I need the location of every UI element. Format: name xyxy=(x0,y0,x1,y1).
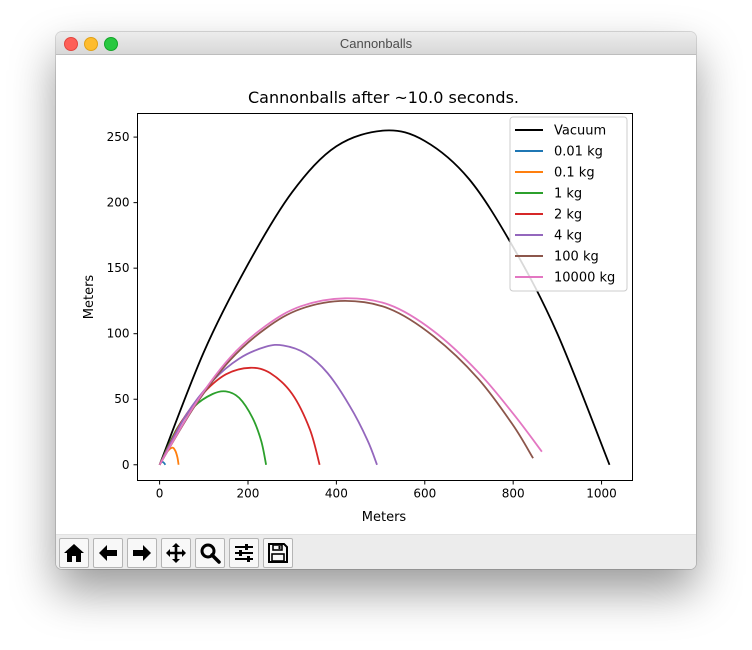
minimize-window-button[interactable] xyxy=(84,37,98,51)
cannonball-chart: Cannonballs after ~10.0 seconds. 0 200 400… xyxy=(82,88,633,525)
arrow-right-icon xyxy=(133,545,151,561)
x-tick-label: 800 xyxy=(502,487,525,501)
legend-label: 1 kg xyxy=(554,187,582,202)
magnifier-icon xyxy=(200,543,221,564)
y-tick-label: 200 xyxy=(107,196,130,210)
series-line-10000-kg xyxy=(158,297,543,466)
floppy-disk-icon xyxy=(268,543,288,563)
axis-ticks: 0 200 400 600 800 1000 0 50 100 150 200 250 xyxy=(107,130,617,500)
chart-title: Cannonballs after ~10.0 seconds. xyxy=(248,88,519,107)
title-bar[interactable]: Cannonballs xyxy=(56,32,696,55)
series-line-2-kg xyxy=(158,366,321,466)
back-button[interactable] xyxy=(93,538,123,568)
y-tick-label: 50 xyxy=(114,392,129,406)
legend-label: Vacuum xyxy=(554,124,606,139)
zoom-button[interactable] xyxy=(195,538,225,568)
navigation-toolbar xyxy=(56,534,696,569)
x-tick-label: 1000 xyxy=(586,487,617,501)
legend-label: 100 kg xyxy=(554,250,599,265)
configure-subplots-button[interactable] xyxy=(229,538,259,568)
y-tick-label: 250 xyxy=(107,130,130,144)
plot-area-frame xyxy=(137,113,633,481)
x-tick-label: 600 xyxy=(413,487,436,501)
chart-legend: Vacuum 0.01 kg 0.1 kg 1 kg 2 kg 4 kg 100 kg 100… xyxy=(509,116,628,292)
x-tick-label: 200 xyxy=(237,487,260,501)
app-window: Cannonballs Cannonballs after ~10.0 seco… xyxy=(56,32,696,569)
close-window-button[interactable] xyxy=(64,37,78,51)
series-line-4-kg xyxy=(158,343,378,466)
figure-canvas[interactable]: Cannonballs after ~10.0 seconds. 0 200 400… xyxy=(56,55,696,534)
y-axis-label: Meters xyxy=(82,275,97,320)
save-button[interactable] xyxy=(263,538,293,568)
legend-label: 4 kg xyxy=(554,229,582,244)
pan-button[interactable] xyxy=(161,538,191,568)
legend-label: 0.01 kg xyxy=(554,145,603,160)
y-tick-label: 150 xyxy=(107,261,130,275)
legend-label: 0.1 kg xyxy=(554,166,595,181)
y-tick-label: 0 xyxy=(122,458,130,472)
legend-label: 10000 kg xyxy=(554,271,615,286)
sliders-icon xyxy=(235,544,253,562)
y-tick-label: 100 xyxy=(107,327,130,341)
forward-button[interactable] xyxy=(127,538,157,568)
home-icon xyxy=(64,544,84,562)
series-line-100-kg xyxy=(158,300,534,466)
legend-label: 2 kg xyxy=(554,208,582,223)
x-axis-label: Meters xyxy=(362,510,407,525)
maximize-window-button[interactable] xyxy=(104,37,118,51)
home-button[interactable] xyxy=(59,538,89,568)
legend-box xyxy=(509,116,628,292)
x-tick-label: 0 xyxy=(156,487,164,501)
arrow-left-icon xyxy=(99,545,117,561)
window-title: Cannonballs xyxy=(339,36,413,51)
x-tick-label: 400 xyxy=(325,487,348,501)
move-icon xyxy=(166,543,186,563)
